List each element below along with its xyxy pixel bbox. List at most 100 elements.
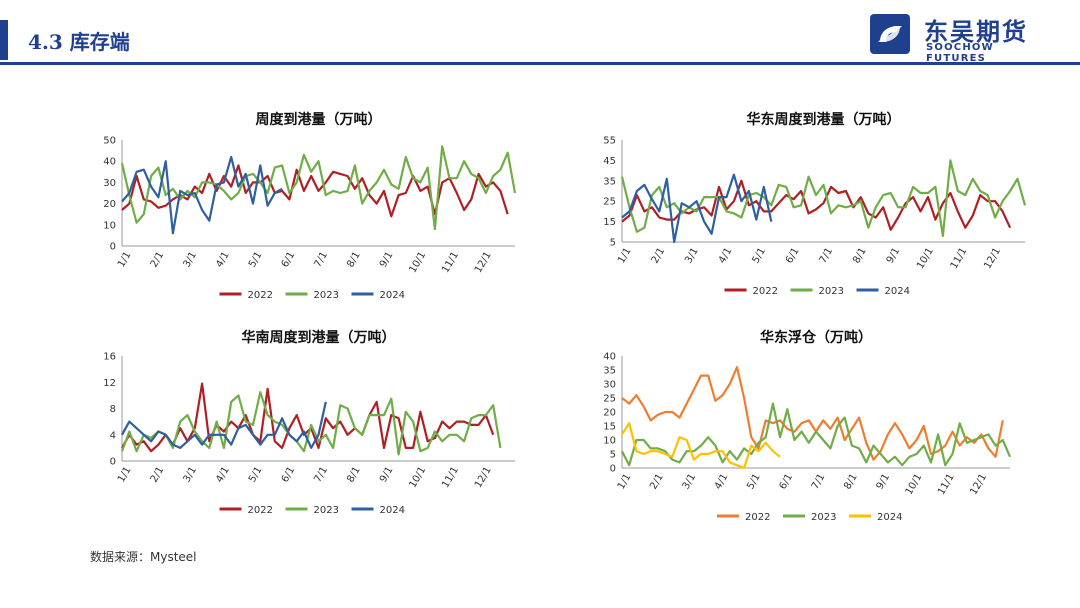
- x-tick-label: 10/1: [407, 250, 428, 275]
- x-tick-label: 4/1: [717, 246, 735, 265]
- legend-label-2023: 2023: [314, 505, 339, 516]
- header-divider: [0, 62, 1080, 65]
- chart-weekly-arrivals: 周度到港量（万吨） 0 10 20 30 40 50 1/1 2/1 3/1 4/1 5/1 6/1 7/…: [103, 111, 517, 301]
- y-tick-label: 40: [103, 157, 116, 168]
- y-tick-label: 16: [103, 352, 116, 363]
- x-tick-label: 10/1: [407, 465, 428, 490]
- series-line-2024: [621, 173, 773, 244]
- x-tick-label: 2/1: [650, 246, 668, 265]
- y-tick-label: 15: [603, 217, 616, 228]
- logo-chinese-name: 东吴期货: [924, 18, 1028, 46]
- x-tick-label: 12/1: [473, 250, 494, 275]
- y-tick-label: 4: [110, 430, 116, 441]
- legend-label-2022: 2022: [248, 505, 273, 516]
- x-tick-label: 11/1: [440, 250, 461, 275]
- series-line-2022: [621, 366, 1004, 461]
- chart-title: 周度到港量（万吨）: [256, 111, 382, 128]
- x-tick-label: 9/1: [885, 246, 903, 265]
- x-tick-label: 5/1: [750, 246, 768, 265]
- y-tick-label: 30: [603, 380, 616, 391]
- legend-label-2024: 2024: [885, 286, 910, 297]
- y-tick-label: 40: [603, 352, 616, 363]
- x-tick-label: 9/1: [875, 472, 893, 491]
- chart-south-china-weekly-arrivals: 华南周度到港量（万吨） 0 4 8 12 16 1/1 2/1 3/1 4/1 5/1 6/1 7/1 8…: [103, 329, 515, 516]
- header-accent-bar: [0, 20, 8, 60]
- x-tick-label: 4/1: [214, 250, 232, 269]
- x-tick-label: 7/1: [312, 465, 330, 484]
- y-tick-label: 55: [603, 136, 616, 147]
- x-tick-label: 11/1: [949, 246, 970, 271]
- x-tick-label: 12/1: [968, 472, 989, 497]
- x-tick-label: 3/1: [681, 472, 699, 491]
- x-tick-label: 3/1: [181, 465, 199, 484]
- y-tick-label: 10: [103, 220, 116, 231]
- y-tick-label: 35: [603, 176, 616, 187]
- legend-label-2024: 2024: [380, 505, 405, 516]
- x-tick-label: 4/1: [713, 472, 731, 491]
- x-tick-label: 12/1: [473, 465, 494, 490]
- chart-title: 华东浮仓（万吨）: [760, 329, 872, 346]
- series-line-2022: [121, 164, 509, 218]
- y-tick-label: 0: [610, 464, 616, 475]
- series-line-2023: [621, 402, 1012, 467]
- y-tick-label: 45: [603, 156, 616, 167]
- soochow-logo-icon: [870, 14, 910, 54]
- x-tick-label: 11/1: [936, 472, 957, 497]
- series-line-2024: [121, 401, 327, 449]
- y-tick-label: 15: [603, 422, 616, 433]
- series-line-2024: [621, 422, 781, 470]
- x-tick-label: 10/1: [915, 246, 936, 271]
- x-tick-label: 2/1: [149, 465, 167, 484]
- x-tick-label: 6/1: [280, 250, 298, 269]
- x-tick-label: 2/1: [149, 250, 167, 269]
- y-tick-label: 0: [110, 457, 116, 468]
- x-tick-label: 12/1: [982, 246, 1003, 271]
- x-tick-label: 1/1: [616, 472, 634, 491]
- y-tick-label: 25: [603, 394, 616, 405]
- section-title: 4.3 库存端: [28, 30, 130, 54]
- x-tick-label: 5/1: [247, 465, 265, 484]
- x-tick-label: 5/1: [247, 250, 265, 269]
- chart-title: 华南周度到港量（万吨）: [242, 329, 396, 346]
- y-tick-label: 20: [103, 199, 116, 210]
- legend-label-2023: 2023: [314, 290, 339, 301]
- x-tick-label: 1/1: [616, 246, 634, 265]
- logo-english-name: SOOCHOW FUTURES: [926, 42, 994, 64]
- series-line-2023: [120, 145, 517, 231]
- series-line-2024: [121, 155, 283, 235]
- x-tick-label: 8/1: [345, 250, 363, 269]
- chart-title: 华东周度到港量（万吨）: [747, 111, 901, 128]
- y-tick-label: 10: [603, 436, 616, 447]
- y-tick-label: 25: [603, 197, 616, 208]
- legend-label-2024: 2024: [877, 512, 902, 523]
- x-tick-label: 7/1: [818, 246, 836, 265]
- legend-label-2024: 2024: [380, 290, 405, 301]
- x-tick-label: 2/1: [648, 472, 666, 491]
- x-tick-label: 9/1: [378, 465, 396, 484]
- chart-east-china-floating-storage: 华东浮仓（万吨） 0 5 10 15 20 25 30 35 40 1/1 2/1 3/1 4/1 5/1 6…: [603, 329, 1012, 523]
- x-tick-label: 8/1: [851, 246, 869, 265]
- y-tick-label: 5: [610, 450, 616, 461]
- x-tick-label: 3/1: [181, 250, 199, 269]
- x-tick-label: 1/1: [116, 465, 134, 484]
- chart-east-china-weekly-arrivals: 华东周度到港量（万吨） 5 15 25 35 45 55 1/1 2/1 3/1 4/1 5/1 6/1…: [603, 111, 1027, 297]
- x-tick-label: 6/1: [778, 472, 796, 491]
- series-line-2023: [120, 390, 502, 456]
- x-tick-label: 9/1: [378, 250, 396, 269]
- x-tick-label: 8/1: [345, 465, 363, 484]
- x-tick-label: 7/1: [312, 250, 330, 269]
- legend-label-2023: 2023: [819, 286, 844, 297]
- legend-label-2022: 2022: [745, 512, 770, 523]
- y-tick-label: 35: [603, 366, 616, 377]
- x-tick-label: 10/1: [904, 472, 925, 497]
- y-tick-label: 50: [103, 136, 116, 147]
- x-tick-label: 6/1: [280, 465, 298, 484]
- y-tick-label: 0: [110, 242, 116, 253]
- y-tick-label: 5: [610, 238, 616, 249]
- data-source-note: 数据来源：Mysteel: [90, 550, 197, 564]
- x-tick-label: 4/1: [214, 465, 232, 484]
- legend-label-2022: 2022: [753, 286, 778, 297]
- y-tick-label: 12: [103, 378, 116, 389]
- x-tick-label: 1/1: [116, 250, 134, 269]
- y-tick-label: 30: [103, 178, 116, 189]
